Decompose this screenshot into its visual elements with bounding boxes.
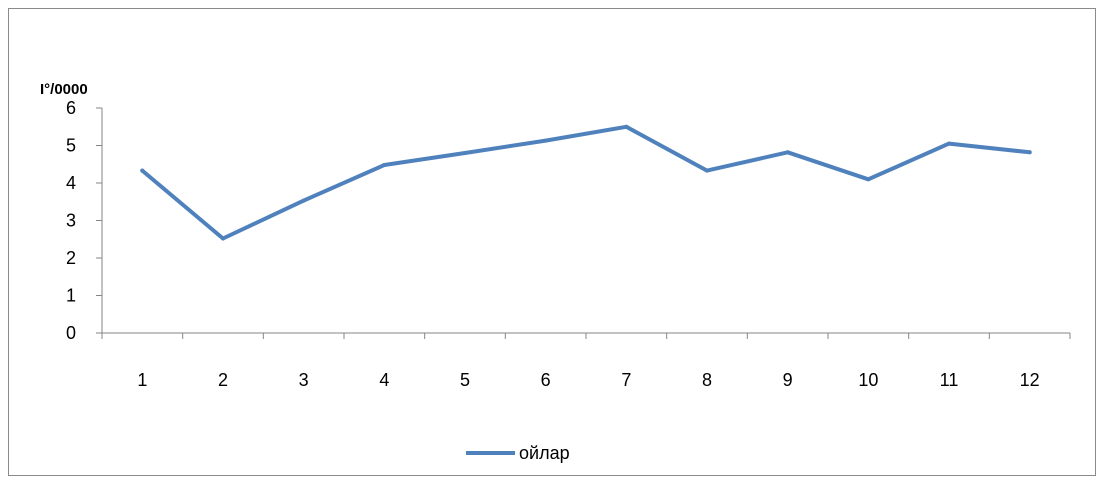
data-point [947,141,951,146]
x-tick-label: 6 [541,370,551,390]
y-tick-label: 0 [66,323,76,343]
x-axis-ticks: 1 2 3 4 5 6 7 8 9 10 11 12 [101,333,1071,390]
y-tick-label: 6 [66,98,76,118]
x-tick-label: 3 [299,370,309,390]
y-tick-label: 3 [66,211,76,231]
data-point [705,168,709,173]
x-tick-label: 11 [940,370,959,390]
x-tick-label: 9 [783,370,793,390]
y-tick-label: 5 [66,136,76,156]
data-point [301,198,306,203]
data-point [382,163,387,167]
y-tick-label: 2 [66,248,76,268]
data-point [866,177,871,182]
data-point [624,124,629,129]
data-point [463,151,467,155]
data-point [785,150,790,155]
x-tick-label: 7 [621,370,631,390]
x-tick-label: 2 [218,370,228,390]
y-axis-ticks: 0 1 2 3 4 5 6 [66,98,102,343]
y-axis-label: I°/0000 [40,81,88,98]
axes [101,108,1070,334]
y-tick-label: 1 [66,286,76,306]
x-tick-label: 1 [137,370,147,390]
chart-frame [8,8,1096,476]
x-tick-label: 4 [379,370,389,390]
x-tick-label: 8 [702,370,712,390]
x-tick-label: 5 [460,370,470,390]
x-tick-label: 12 [1020,370,1040,390]
data-point [221,236,225,241]
data-point [1027,150,1032,155]
series-layer [140,124,1032,241]
data-point [543,138,548,143]
legend-label: ойлар [519,443,570,463]
legend: ойлар [466,443,570,463]
y-tick-label: 4 [66,173,76,193]
x-tick-label: 10 [858,370,878,390]
data-point [140,168,145,173]
series-line [140,124,1032,241]
